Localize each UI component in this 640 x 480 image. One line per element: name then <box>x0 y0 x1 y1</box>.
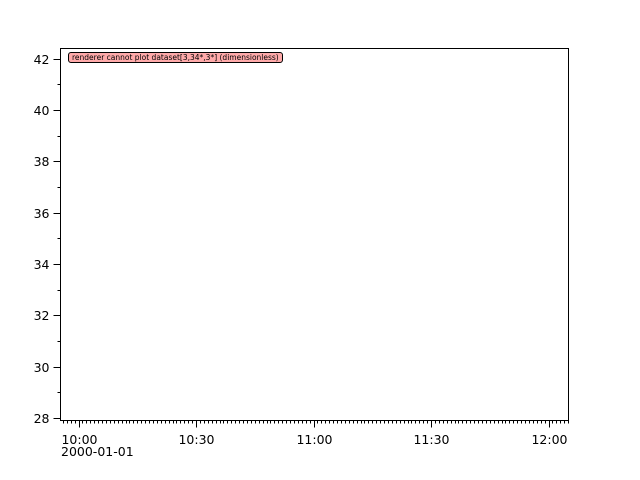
y-tick-label: 32 <box>34 308 50 323</box>
x-axis-date-label: 2000-01-01 <box>61 444 134 459</box>
y-tick-label: 42 <box>34 52 50 67</box>
x-axis: 10:00 10:30 11:00 11:30 12:00 <box>61 420 569 447</box>
x-tick-label: 10:30 <box>178 432 214 447</box>
x-tick-label: 11:30 <box>413 432 449 447</box>
plot-area <box>60 48 569 421</box>
x-tick-label: 10:00 <box>61 432 97 447</box>
y-tick-label: 36 <box>34 206 50 221</box>
y-tick-label: 30 <box>34 360 50 375</box>
y-axis: 28 30 32 34 36 38 40 42 <box>34 52 61 426</box>
y-tick-label: 28 <box>34 411 50 426</box>
y-tick-label: 40 <box>34 103 50 118</box>
y-tick-label: 34 <box>34 257 50 272</box>
y-tick-label: 38 <box>34 154 50 169</box>
error-message-badge: renderer cannot plot dataset[3,34*,3*] (… <box>68 52 283 63</box>
x-tick-label: 11:00 <box>296 432 332 447</box>
x-tick-label: 12:00 <box>531 432 567 447</box>
